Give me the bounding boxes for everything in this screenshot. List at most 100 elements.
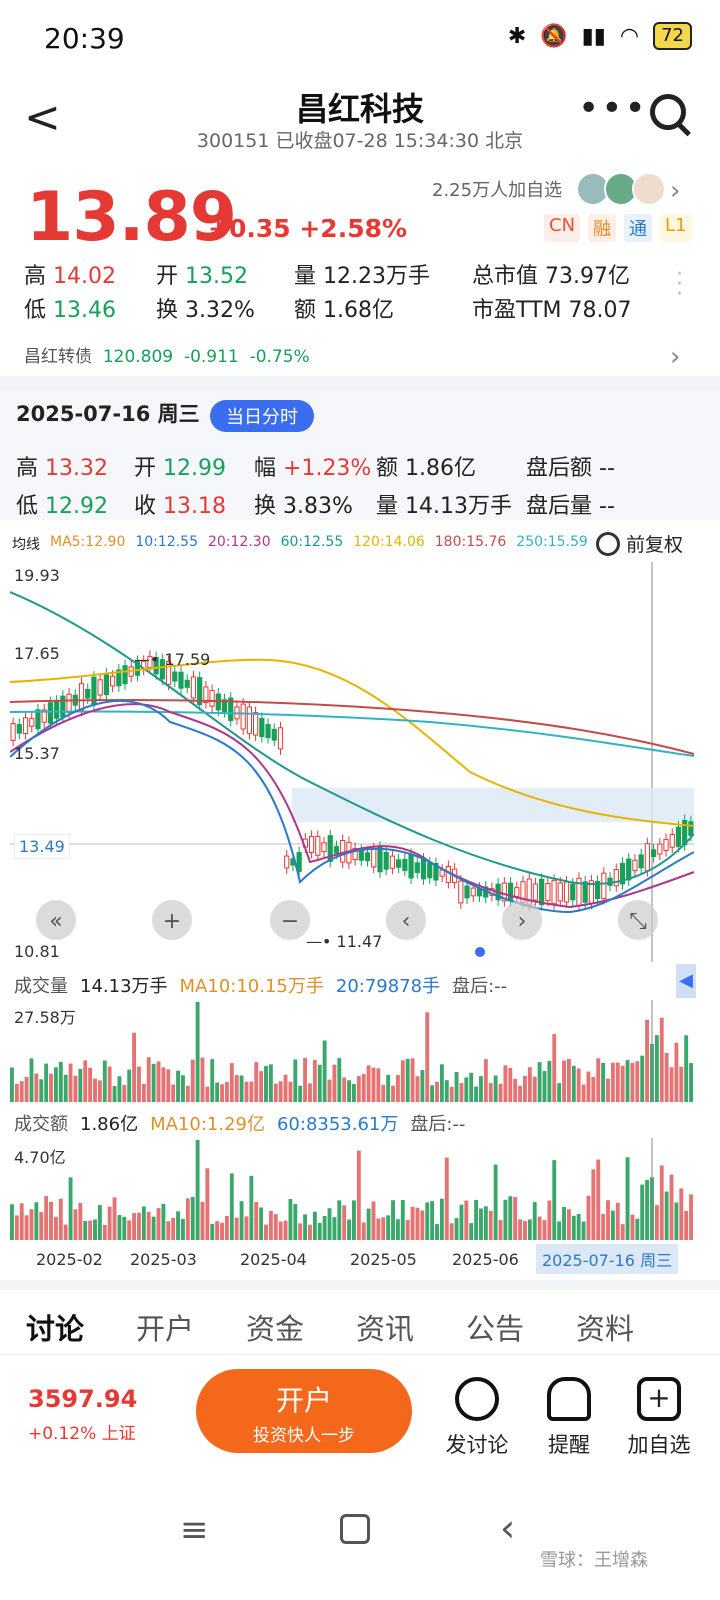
bar [322,1215,327,1240]
bar [395,1075,400,1102]
bar [210,1059,215,1102]
badge-margin[interactable]: 融 [588,214,617,242]
bar [83,1220,88,1240]
bar [576,1068,581,1102]
candle [253,712,259,736]
ma120-line [10,658,694,827]
bar [190,1196,195,1240]
tab-funds[interactable]: 资金 [245,1312,304,1346]
bar [625,1060,630,1102]
bar [352,1083,356,1102]
plus-icon: + [637,1377,681,1421]
tab-announcements[interactable]: 公告 [465,1312,524,1346]
candle [178,671,184,689]
volume-legend: 成交量 14.13万手 MA10:10.15万手 20:79878手 盘后:-- [14,976,508,997]
add-watchlist-button[interactable]: + 加自选 [614,1377,704,1459]
bar [210,1223,215,1240]
bar [288,1198,293,1240]
svg-text:‹: ‹ [402,909,411,934]
menu-icon[interactable]: ≡ [180,1510,209,1550]
tab-news[interactable]: 资讯 [355,1312,414,1346]
ma10-line [10,700,694,914]
badge-connect[interactable]: 通 [624,214,653,242]
bar [596,1058,601,1102]
candle [663,838,669,852]
bar [234,1075,239,1102]
bar [181,1218,185,1240]
bar [391,1085,395,1102]
search-icon[interactable] [650,94,686,130]
panel-toggle-icon[interactable]: ◀ [676,964,696,998]
candle [514,887,520,897]
bar [224,1082,229,1102]
bar [469,1223,474,1240]
bar [24,1215,29,1240]
follower-avatars[interactable] [576,172,666,206]
bar [190,1059,195,1102]
candle [545,883,551,901]
bar [459,1082,464,1102]
tab-profile[interactable]: 资料 [575,1312,634,1346]
bar [620,1065,625,1102]
bar [151,1216,156,1240]
kline-chart[interactable]: « + − ‹ › ⤡ [10,562,694,962]
more-button[interactable]: ••• [578,88,648,129]
bar [547,1060,552,1102]
bar [381,1217,386,1240]
bar [483,1059,488,1102]
bar [132,1213,137,1240]
bar [107,1206,112,1240]
bar [347,1219,351,1240]
bar [10,1067,14,1102]
bar [439,1198,444,1240]
post-button[interactable]: 发讨论 [432,1377,522,1459]
bar [669,1067,674,1102]
day-low: 低 12.92 [16,494,108,519]
badge-cn[interactable]: CN [544,214,581,242]
index-quote[interactable]: 3597.94 +0.12% 上证 [28,1385,138,1444]
bar [229,1173,234,1240]
bottom-bar: 3597.94 +0.12% 上证 开户 投资快人一步 发讨论 提醒 + 加自选 [0,1354,720,1475]
back-button[interactable]: < [24,92,61,143]
badge-l1[interactable]: L1 [660,214,692,242]
adjust-toggle[interactable]: 前复权 [596,530,683,557]
home-icon[interactable] [340,1514,370,1544]
expand-dots-icon[interactable]: · · · [676,262,683,307]
candle [688,821,694,836]
candle [464,885,470,899]
y-label-min: 10.81 [14,942,60,961]
bar [684,1035,689,1102]
follower-count[interactable]: 2.25万人加自选 [432,180,563,201]
bar [327,1079,332,1102]
tab-discussion[interactable]: 讨论 [25,1312,84,1346]
chevron-right-icon[interactable]: › [670,342,681,372]
candle [364,852,371,862]
open-account-button[interactable]: 开户 投资快人一步 [196,1369,412,1453]
bar [195,1002,200,1102]
candle [613,869,619,887]
bar [381,1084,386,1102]
candle [650,849,657,858]
candle [675,826,682,847]
last-price: 13.89 [26,178,237,257]
alert-button[interactable]: 提醒 [524,1377,614,1459]
intraday-button[interactable]: 当日分时 [210,400,314,432]
status-bar: 20:39 ✱ 🔕 ▮▮ ◠ 72 [0,0,720,80]
tab-open-account[interactable]: 开户 [135,1312,194,1346]
candle [595,880,601,899]
bar [503,1199,508,1240]
bar [220,1084,224,1102]
bar [645,1179,650,1240]
bar [259,1071,264,1102]
amount-chart [10,1138,693,1240]
back-icon[interactable]: ‹ [500,1506,516,1550]
convertible-bond-row[interactable]: 昌红转债 120.809 -0.911 -0.75% [24,347,310,367]
bar [254,1062,259,1102]
chevron-right-icon[interactable]: › [670,176,681,206]
zoom-out-button [36,900,76,940]
bar [552,1034,557,1102]
candle [414,862,420,873]
bar [527,1219,532,1240]
bar [317,1222,322,1240]
cursor-date: 2025-07-16 周三 [536,1244,679,1274]
